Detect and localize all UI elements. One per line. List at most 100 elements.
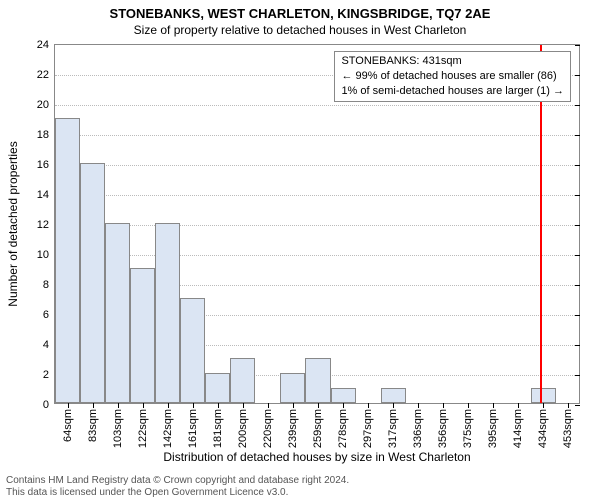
page-title: STONEBANKS, WEST CHARLETON, KINGSBRIDGE,… [0, 0, 600, 21]
y-tick-mark [575, 135, 580, 136]
y-tick-mark [575, 375, 580, 376]
callout-box: STONEBANKS: 431sqm← 99% of detached hous… [334, 51, 571, 102]
x-tick-mark [568, 403, 569, 408]
x-tick-mark [543, 403, 544, 408]
y-tick-label: 18 [37, 129, 55, 141]
y-tick-mark [575, 75, 580, 76]
x-tick-mark [318, 403, 319, 408]
histogram-bar [80, 163, 105, 403]
x-tick-label: 220sqm [262, 409, 274, 448]
x-tick-mark [118, 403, 119, 408]
x-tick-label: 395sqm [487, 409, 499, 448]
x-tick-mark [193, 403, 194, 408]
y-tick-label: 14 [37, 189, 55, 201]
x-tick-mark [468, 403, 469, 408]
x-tick-mark [368, 403, 369, 408]
x-tick-label: 453sqm [562, 409, 574, 448]
x-tick-mark [393, 403, 394, 408]
x-tick-mark [68, 403, 69, 408]
gridline [55, 135, 579, 136]
y-tick-mark [575, 165, 580, 166]
x-tick-label: 64sqm [62, 409, 74, 442]
gridline [55, 255, 579, 256]
footer-line: Contains HM Land Registry data © Crown c… [6, 475, 349, 487]
chart-region: 02468101214161820222464sqm83sqm103sqm122… [54, 44, 580, 404]
x-tick-mark [168, 403, 169, 408]
callout-line: 1% of semi-detached houses are larger (1… [341, 84, 564, 99]
x-tick-mark [493, 403, 494, 408]
x-tick-mark [518, 403, 519, 408]
histogram-bar [180, 298, 205, 403]
y-tick-label: 10 [37, 249, 55, 261]
y-tick-label: 20 [37, 99, 55, 111]
y-tick-label: 24 [37, 39, 55, 51]
footer-line: This data is licensed under the Open Gov… [6, 487, 349, 499]
gridline [55, 165, 579, 166]
histogram-bar [55, 118, 80, 403]
histogram-bar [155, 223, 180, 403]
x-tick-mark [343, 403, 344, 408]
x-tick-label: 239sqm [287, 409, 299, 448]
gridline [55, 195, 579, 196]
callout-line: ← 99% of detached houses are smaller (86… [341, 69, 564, 84]
footer-attribution: Contains HM Land Registry data © Crown c… [6, 475, 349, 498]
x-tick-label: 142sqm [162, 409, 174, 448]
y-tick-mark [575, 315, 580, 316]
x-tick-label: 297sqm [362, 409, 374, 448]
x-tick-label: 278sqm [337, 409, 349, 448]
x-tick-label: 414sqm [512, 409, 524, 448]
y-tick-label: 22 [37, 69, 55, 81]
y-tick-mark [575, 225, 580, 226]
x-tick-label: 259sqm [312, 409, 324, 448]
x-tick-mark [268, 403, 269, 408]
x-tick-label: 181sqm [212, 409, 224, 448]
histogram-bar [381, 388, 406, 403]
x-tick-label: 434sqm [537, 409, 549, 448]
x-tick-mark [143, 403, 144, 408]
y-tick-label: 8 [43, 279, 55, 291]
gridline [55, 105, 579, 106]
callout-line: STONEBANKS: 431sqm [341, 54, 564, 69]
histogram-bar [130, 268, 155, 403]
x-axis-label: Distribution of detached houses by size … [54, 450, 580, 464]
y-tick-label: 4 [43, 339, 55, 351]
x-tick-label: 200sqm [237, 409, 249, 448]
x-tick-mark [218, 403, 219, 408]
x-tick-label: 122sqm [137, 409, 149, 448]
histogram-bar [331, 388, 356, 403]
y-tick-mark [575, 405, 580, 406]
histogram-bar [105, 223, 130, 403]
y-tick-label: 16 [37, 159, 55, 171]
y-tick-label: 2 [43, 369, 55, 381]
y-tick-label: 12 [37, 219, 55, 231]
x-tick-label: 83sqm [87, 409, 99, 442]
x-tick-mark [243, 403, 244, 408]
x-tick-label: 317sqm [387, 409, 399, 448]
x-tick-label: 336sqm [412, 409, 424, 448]
x-tick-mark [418, 403, 419, 408]
y-tick-label: 6 [43, 309, 55, 321]
y-tick-mark [575, 195, 580, 196]
x-tick-label: 161sqm [187, 409, 199, 448]
histogram-bar [305, 358, 330, 403]
y-tick-mark [575, 45, 580, 46]
x-tick-mark [443, 403, 444, 408]
y-tick-mark [575, 255, 580, 256]
histogram-bar [280, 373, 305, 403]
histogram-bar [205, 373, 230, 403]
x-tick-label: 375sqm [462, 409, 474, 448]
histogram-bar [230, 358, 255, 403]
y-tick-mark [575, 345, 580, 346]
y-axis-label: Number of detached properties [6, 44, 20, 404]
x-tick-label: 356sqm [437, 409, 449, 448]
x-tick-mark [93, 403, 94, 408]
histogram-bar [531, 388, 556, 403]
page-subtitle: Size of property relative to detached ho… [0, 21, 600, 37]
plot-area: 02468101214161820222464sqm83sqm103sqm122… [54, 44, 580, 404]
y-tick-mark [575, 285, 580, 286]
y-tick-label: 0 [43, 399, 55, 411]
gridline [55, 225, 579, 226]
x-tick-label: 103sqm [112, 409, 124, 448]
x-tick-mark [293, 403, 294, 408]
y-tick-mark [575, 105, 580, 106]
